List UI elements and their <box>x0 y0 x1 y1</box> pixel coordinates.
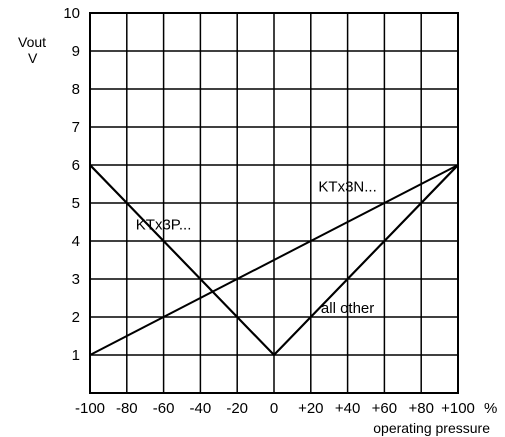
x-unit-label: % <box>484 400 497 417</box>
y-tick-label: 4 <box>72 233 80 250</box>
series-lines <box>89 164 459 357</box>
series-label: KTx3N... <box>318 179 376 196</box>
y-axis-label-line1: Vout <box>18 34 46 50</box>
x-tick-label: -100 <box>75 400 105 417</box>
y-tick-label: 5 <box>72 195 80 212</box>
y-tick-label: 1 <box>72 347 80 364</box>
x-tick-label: +100 <box>441 400 475 417</box>
grid <box>89 12 459 393</box>
x-tick-label: 0 <box>270 400 278 417</box>
series-labels: KTx3N... KTx3P... all other <box>136 179 377 318</box>
series-label: all other <box>321 300 374 317</box>
y-tick-label: 6 <box>72 157 80 174</box>
x-tick-label: +40 <box>335 400 360 417</box>
x-tick-label: -80 <box>116 400 138 417</box>
x-tick-label: +20 <box>298 400 323 417</box>
plot-frame <box>89 12 459 394</box>
series-line <box>89 164 459 356</box>
x-tick-label: -20 <box>226 400 248 417</box>
y-tick-label: 10 <box>63 5 80 22</box>
y-tick-label: 2 <box>72 309 80 326</box>
y-axis-label-line2: V <box>28 50 38 66</box>
y-tick-label: 9 <box>72 43 80 60</box>
y-tick-labels: 1 2 3 4 5 6 7 8 9 10 <box>63 5 80 364</box>
series-label: KTx3P... <box>136 217 192 234</box>
x-tick-labels: -100 -80 -60 -40 -20 0 +20 +40 +60 +80 +100 <box>75 400 475 417</box>
x-tick-label: +60 <box>372 400 397 417</box>
series-line <box>89 164 459 357</box>
y-tick-label: 7 <box>72 119 80 136</box>
y-tick-label: 8 <box>72 81 80 98</box>
x-tick-label: -40 <box>190 400 212 417</box>
y-tick-label: 3 <box>72 271 80 288</box>
x-tick-label: +80 <box>408 400 433 417</box>
x-tick-label: -60 <box>153 400 175 417</box>
x-axis-label: operating pressure <box>373 420 490 436</box>
